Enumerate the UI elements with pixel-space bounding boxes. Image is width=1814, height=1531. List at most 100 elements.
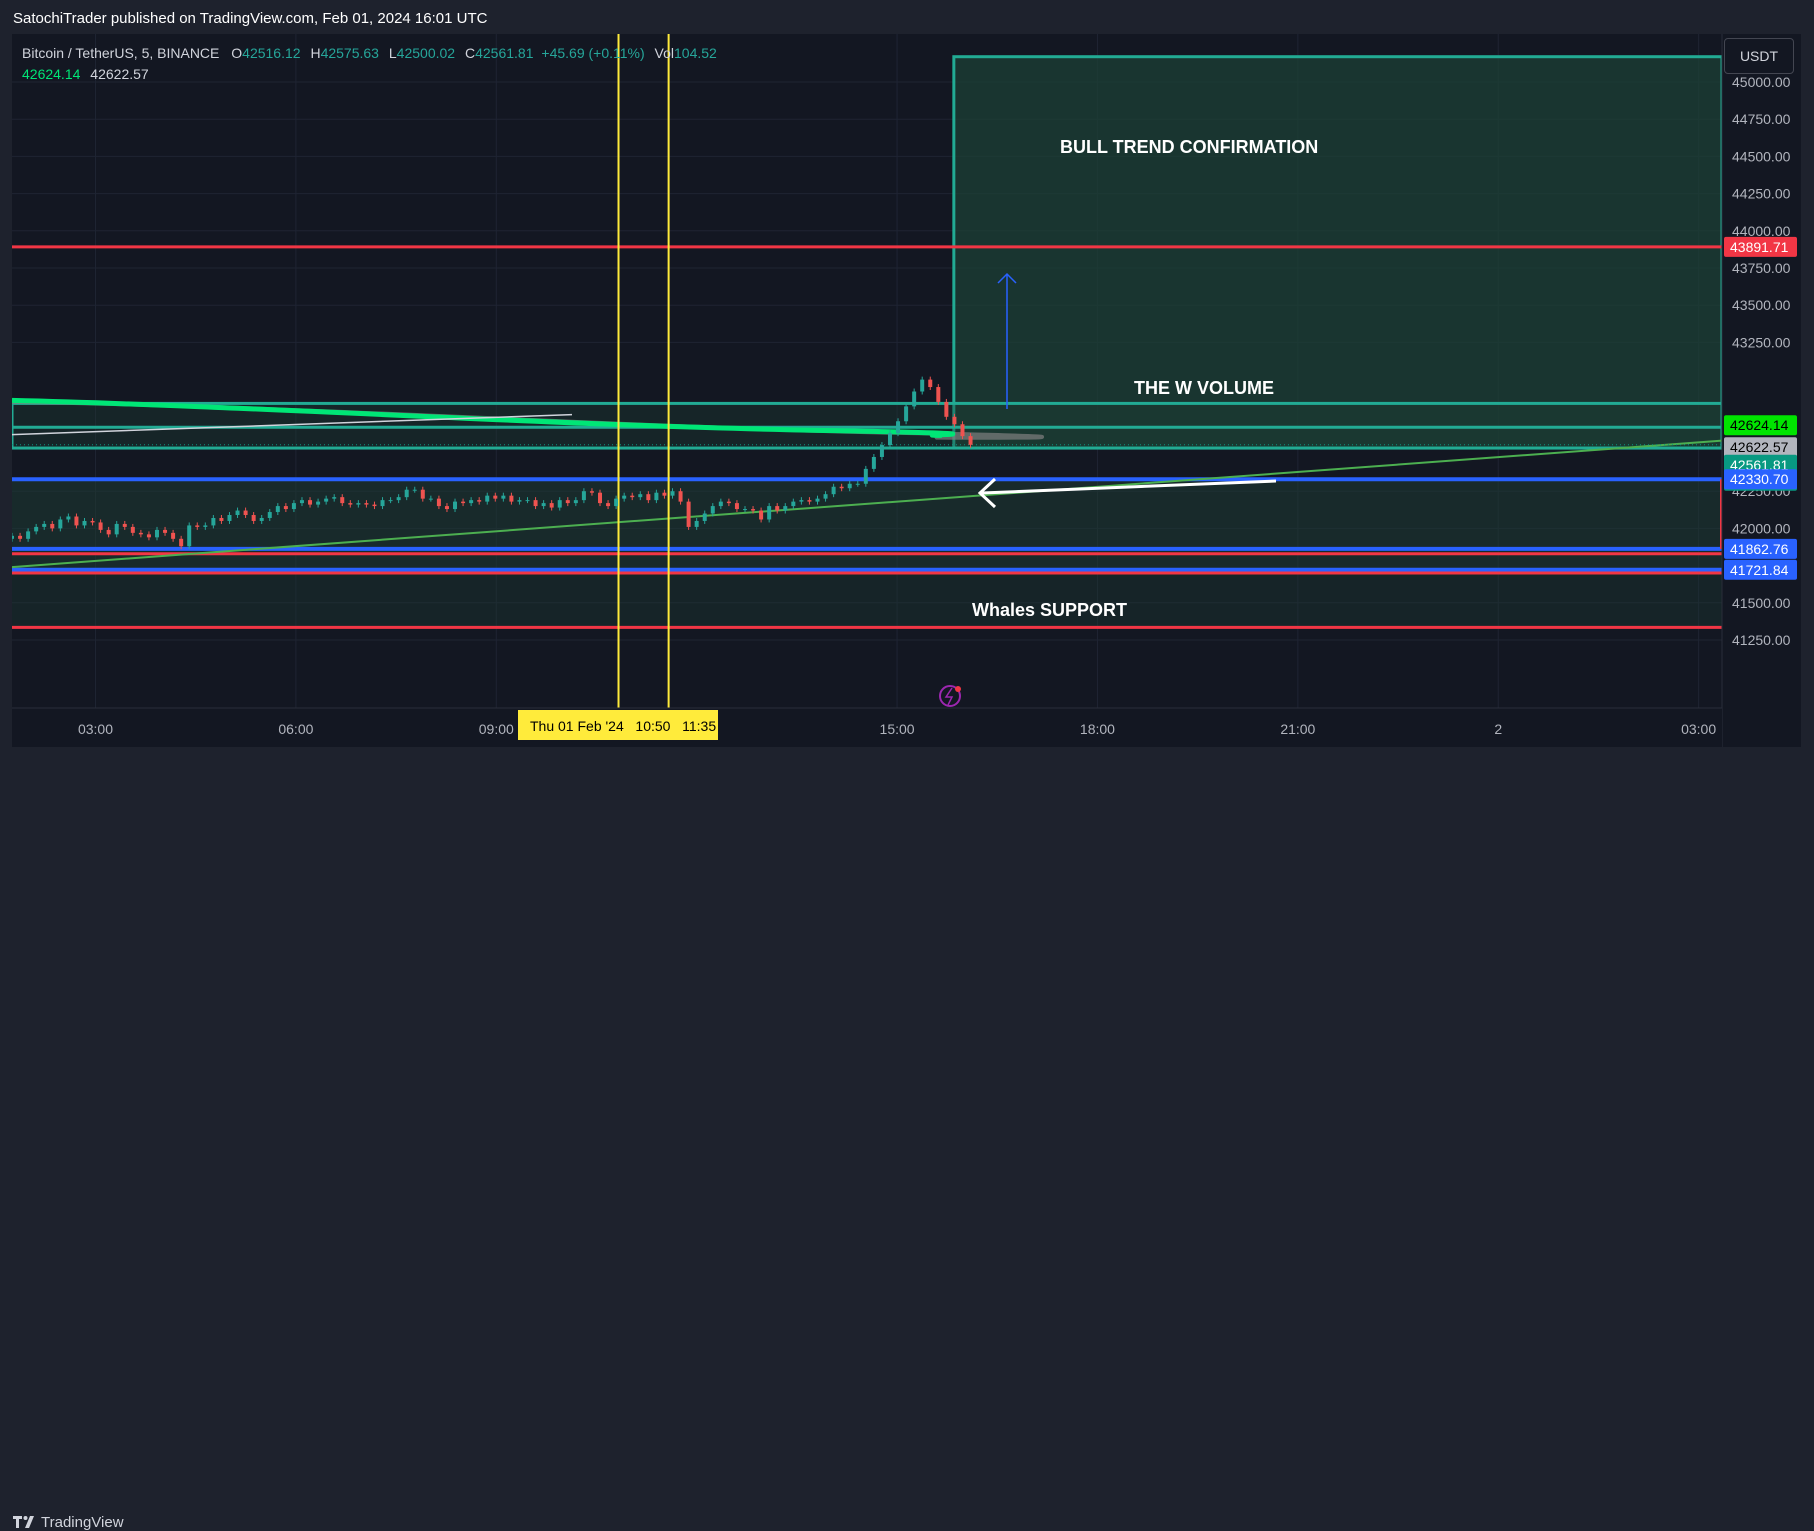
price-label-badge — [1724, 437, 1797, 458]
candle-body — [324, 498, 329, 502]
candle-body — [461, 501, 466, 504]
candle-body — [638, 494, 643, 498]
y-tick-label: 44750.00 — [1732, 111, 1791, 127]
currency-button[interactable]: USDT — [1724, 38, 1794, 74]
x-tick-label: 18:00 — [1080, 721, 1115, 737]
crosshair-date-label: Thu 01 Feb '24 10:50 11:35 — [530, 718, 716, 734]
candle-body — [670, 491, 675, 496]
candle-body — [138, 532, 143, 535]
candle-body — [614, 498, 619, 507]
candle-body — [960, 424, 965, 437]
candle-body — [654, 492, 659, 501]
candle-body — [791, 501, 796, 507]
candle-body — [807, 500, 812, 502]
candle-body — [251, 515, 256, 521]
candle-body — [847, 483, 852, 489]
crosshair-date-badge — [518, 710, 718, 740]
white-arrow-head — [977, 477, 997, 509]
ma2-value: 42622.57 — [90, 66, 149, 82]
candle-body — [517, 500, 522, 502]
price-label: 43891.71 — [1730, 239, 1789, 255]
price-label: 42624.14 — [1730, 417, 1789, 433]
close-label: C — [464, 45, 476, 61]
candle-body — [404, 489, 409, 498]
candle-body — [122, 523, 127, 527]
candle-body — [396, 497, 401, 501]
price-label-badge — [1724, 415, 1797, 436]
alert-dot-icon — [955, 686, 961, 692]
candle-body — [783, 506, 788, 511]
high-label: H — [310, 45, 321, 61]
chart-canvas[interactable]: 45000.00 44750.00 44500.00 44250.00 44000.00… — [12, 34, 1801, 747]
y-tick-label: 44250.00 — [1732, 186, 1791, 202]
close-value: 42561.81 — [475, 45, 534, 61]
price-label-badge — [1724, 236, 1797, 257]
candle-body — [275, 506, 280, 513]
tradingview-brand: TradingView — [41, 1514, 124, 1531]
candle-body — [453, 501, 458, 510]
price-label-badge — [1724, 559, 1797, 580]
candle-body — [18, 535, 23, 539]
bull-trend-box — [952, 55, 1724, 450]
candle-body — [187, 525, 192, 547]
candle-body — [340, 497, 345, 504]
tradingview-logo[interactable]: TradingView — [13, 1514, 124, 1531]
y-tick-label: 43500.00 — [1732, 297, 1791, 313]
candle-body — [557, 500, 562, 508]
candle-body — [815, 498, 820, 502]
rising-trendline — [12, 439, 1723, 569]
candle-body — [879, 445, 884, 457]
lightning-icon — [944, 687, 954, 706]
candle-body — [436, 498, 441, 507]
low-label: L — [388, 45, 397, 61]
candle-body — [799, 500, 804, 502]
candle-body — [154, 529, 159, 538]
candle-body — [444, 506, 449, 510]
candle-body — [477, 500, 482, 502]
candle-body — [179, 538, 184, 547]
footer-bar: TradingView — [0, 752, 1814, 1531]
candle-body — [493, 495, 498, 499]
chart-pane[interactable]: 45000.00 44750.00 44500.00 44250.00 44000.00… — [12, 34, 1801, 747]
white-arrow-shaft — [981, 479, 1277, 495]
whales-support-zone — [12, 479, 1722, 570]
symbol-name[interactable]: Bitcoin / TetherUS, 5, BINANCE — [22, 45, 220, 61]
header-bar: SatochiTrader published on TradingView.c… — [0, 0, 1814, 34]
candle-body — [694, 520, 699, 527]
candle-body — [195, 525, 200, 527]
lower-support-zone — [12, 573, 1722, 628]
candle-body — [775, 506, 780, 511]
candle-body — [742, 509, 747, 511]
candle-body — [718, 501, 723, 507]
candle-body — [589, 491, 594, 493]
candle-body — [90, 520, 95, 523]
candle-body — [243, 510, 248, 516]
price-axis — [1722, 34, 1801, 747]
candle-body — [219, 517, 224, 521]
candle-body — [855, 483, 860, 485]
candle-body — [968, 436, 973, 445]
candle-body — [928, 379, 933, 388]
candle-body — [573, 500, 578, 504]
candle-body — [163, 529, 168, 533]
x-tick-label: 15:00 — [880, 721, 915, 737]
candle-body — [871, 456, 876, 469]
candle-body — [581, 491, 586, 501]
candle-body — [767, 506, 772, 520]
candle-body — [485, 495, 490, 502]
moving-average-green — [12, 397, 956, 438]
time-axis — [12, 708, 1722, 747]
candle-body — [50, 523, 55, 529]
candle-body — [952, 416, 957, 425]
candle-body — [308, 500, 313, 505]
candle-body — [887, 433, 892, 446]
candle-body — [944, 401, 949, 417]
candle-body — [598, 492, 603, 504]
x-tick-label: 21:00 — [1280, 721, 1315, 737]
bull-trend-label: BULL TREND CONFIRMATION — [1060, 137, 1319, 157]
price-label: 41721.84 — [1730, 562, 1789, 578]
open-label: O — [231, 45, 243, 61]
candle-body — [606, 503, 611, 507]
candle-body — [380, 500, 385, 507]
candle-body — [12, 535, 14, 539]
